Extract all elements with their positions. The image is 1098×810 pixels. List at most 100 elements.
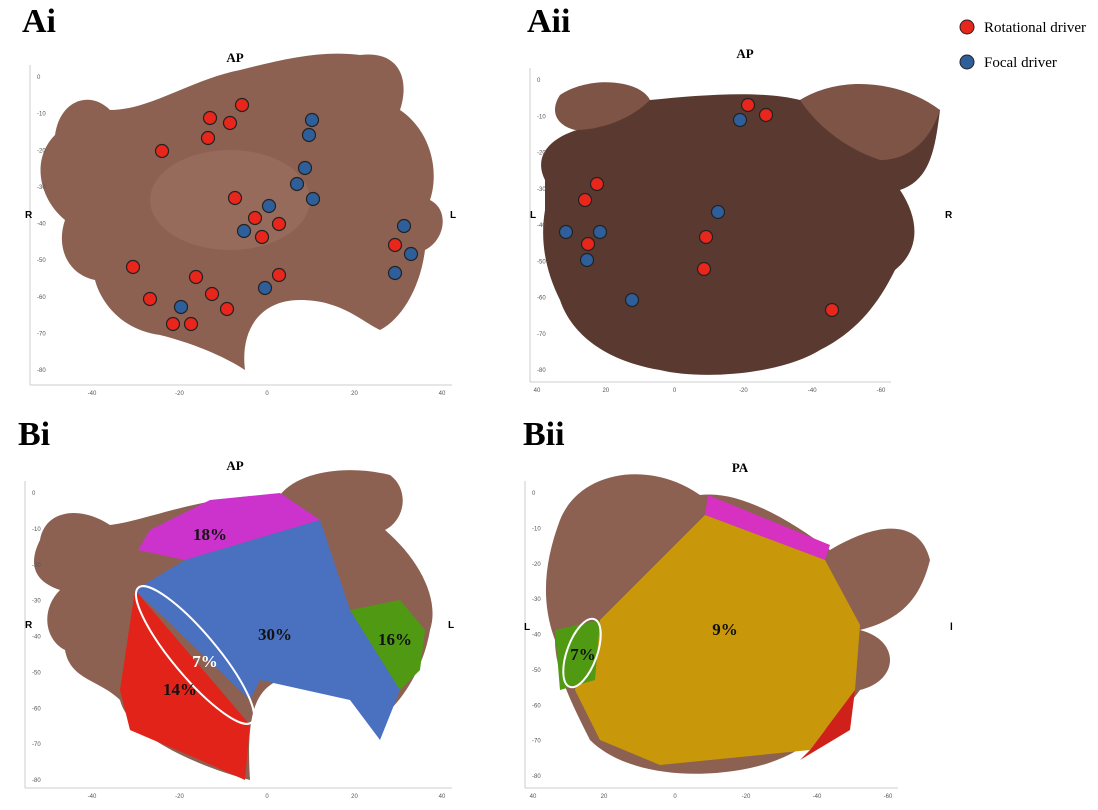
y-tick-label: -80 [32,778,41,784]
view-label: AP [736,46,753,61]
driver-marker [249,212,262,225]
driver-marker [560,226,573,239]
legend-label: Rotational driver [984,20,1086,36]
y-tick-label: -50 [37,258,46,264]
driver-marker [389,267,402,280]
driver-marker [259,282,272,295]
driver-marker [175,301,188,314]
driver-marker [273,218,286,231]
y-tick-label: -40 [532,633,541,639]
x-tick-label: -20 [175,391,184,397]
x-tick-label: 0 [265,391,269,397]
driver-marker [581,254,594,267]
y-tick-label: -70 [532,739,541,745]
y-tick-label: -60 [37,295,46,301]
y-tick-label: -30 [532,597,541,603]
driver-marker [221,303,234,316]
legend-swatch [960,20,974,34]
y-tick-label: -10 [37,112,46,118]
side-label: L [530,210,536,221]
x-tick-label: 20 [602,388,609,394]
driver-marker [306,114,319,127]
x-tick-label: -40 [88,794,97,800]
y-tick-label: -40 [37,222,46,228]
y-tick-label: -60 [537,296,546,302]
driver-marker [826,304,839,317]
view-label: PA [732,460,749,475]
side-label: R [945,210,953,221]
side-label: R [25,210,33,221]
y-tick-label: 0 [37,75,41,81]
y-tick-label: -60 [532,703,541,709]
driver-marker [712,206,725,219]
x-tick-label: 20 [351,794,358,800]
driver-marker [582,238,595,251]
y-tick-label: -70 [37,331,46,337]
y-tick-label: -60 [32,706,41,712]
driver-marker [185,318,198,331]
x-tick-label: 0 [673,794,677,800]
y-tick-label: -10 [32,527,41,533]
driver-marker [299,162,312,175]
side-label: L [524,622,530,633]
y-tick-label: -50 [532,668,541,674]
region-percent: 7% [570,645,596,664]
driver-marker [204,112,217,125]
x-tick-label: -20 [739,388,748,394]
driver-marker [156,145,169,158]
driver-marker [224,117,237,130]
y-tick-label: -40 [537,223,546,229]
x-tick-label: 40 [439,794,446,800]
atrium-bi [34,470,433,780]
x-tick-label: 20 [601,794,608,800]
region-percent: 18% [193,525,227,544]
driver-marker [303,129,316,142]
y-tick-label: -20 [32,563,41,569]
y-tick-label: -80 [537,368,546,374]
driver-marker [229,192,242,205]
driver-marker [144,293,157,306]
side-label: L [450,210,456,221]
driver-marker [594,226,607,239]
y-tick-label: -80 [37,368,46,374]
side-label: R [25,620,33,631]
side-label: l [950,622,953,633]
y-tick-label: -20 [532,562,541,568]
y-tick-label: -20 [537,151,546,157]
panel-label: Aii [527,3,570,40]
x-tick-label: -40 [88,391,97,397]
driver-marker [742,99,755,112]
driver-marker [273,269,286,282]
driver-marker [263,200,276,213]
driver-marker [591,178,604,191]
y-tick-label: -30 [37,185,46,191]
driver-marker [698,263,711,276]
y-tick-label: -50 [32,670,41,676]
y-tick-label: 0 [32,491,36,497]
figure: Rotational driver Focal driver 0-10-20-3… [0,0,1098,805]
panel-label: Bi [18,416,50,453]
panel-label: Bii [523,416,565,453]
y-tick-label: -50 [537,259,546,265]
driver-marker [190,271,203,284]
region-percent: 30% [258,625,292,644]
driver-marker [579,194,592,207]
driver-marker [389,239,402,252]
driver-marker [405,248,418,261]
x-tick-label: 0 [673,388,677,394]
x-tick-label: -20 [175,794,184,800]
driver-marker [206,288,219,301]
driver-marker [202,132,215,145]
driver-marker [307,193,320,206]
y-tick-label: -30 [537,187,546,193]
driver-marker [734,114,747,127]
view-label: AP [226,50,243,65]
x-tick-label: 40 [530,794,537,800]
driver-marker [398,220,411,233]
region-percent: 7% [192,652,218,671]
driver-marker [256,231,269,244]
driver-marker [236,99,249,112]
view-label: AP [226,458,243,473]
x-tick-label: -40 [808,388,817,394]
x-tick-label: 0 [265,794,269,800]
